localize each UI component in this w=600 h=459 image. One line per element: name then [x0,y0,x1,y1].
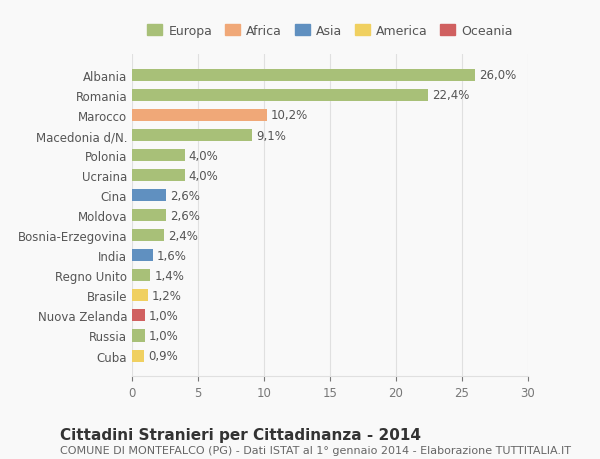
Bar [132,250,153,262]
Text: COMUNE DI MONTEFALCO (PG) - Dati ISTAT al 1° gennaio 2014 - Elaborazione TUTTITA: COMUNE DI MONTEFALCO (PG) - Dati ISTAT a… [60,445,571,455]
Text: 9,1%: 9,1% [256,129,286,142]
Bar [132,90,428,102]
Text: 0,9%: 0,9% [148,349,178,362]
Bar [132,210,166,222]
Bar [132,350,144,362]
Text: 26,0%: 26,0% [479,69,517,82]
Text: 4,0%: 4,0% [189,149,218,162]
Text: 1,0%: 1,0% [149,329,179,342]
Bar [132,70,475,82]
Text: 4,0%: 4,0% [189,169,218,182]
Bar [132,330,145,342]
Bar [132,270,151,282]
Bar [132,190,166,202]
Bar [132,110,266,122]
Text: 1,6%: 1,6% [157,249,187,262]
Bar [132,150,185,162]
Text: 1,4%: 1,4% [154,269,184,282]
Bar [132,310,145,322]
Bar [132,170,185,182]
Text: 1,0%: 1,0% [149,309,179,322]
Bar [132,230,164,242]
Text: 2,6%: 2,6% [170,189,200,202]
Text: 2,6%: 2,6% [170,209,200,222]
Text: 2,4%: 2,4% [167,229,197,242]
Bar [132,130,252,142]
Text: 10,2%: 10,2% [271,109,308,122]
Text: 1,2%: 1,2% [152,289,182,302]
Text: 22,4%: 22,4% [431,89,469,102]
Legend: Europa, Africa, Asia, America, Oceania: Europa, Africa, Asia, America, Oceania [142,20,518,43]
Bar [132,290,148,302]
Text: Cittadini Stranieri per Cittadinanza - 2014: Cittadini Stranieri per Cittadinanza - 2… [60,427,421,442]
